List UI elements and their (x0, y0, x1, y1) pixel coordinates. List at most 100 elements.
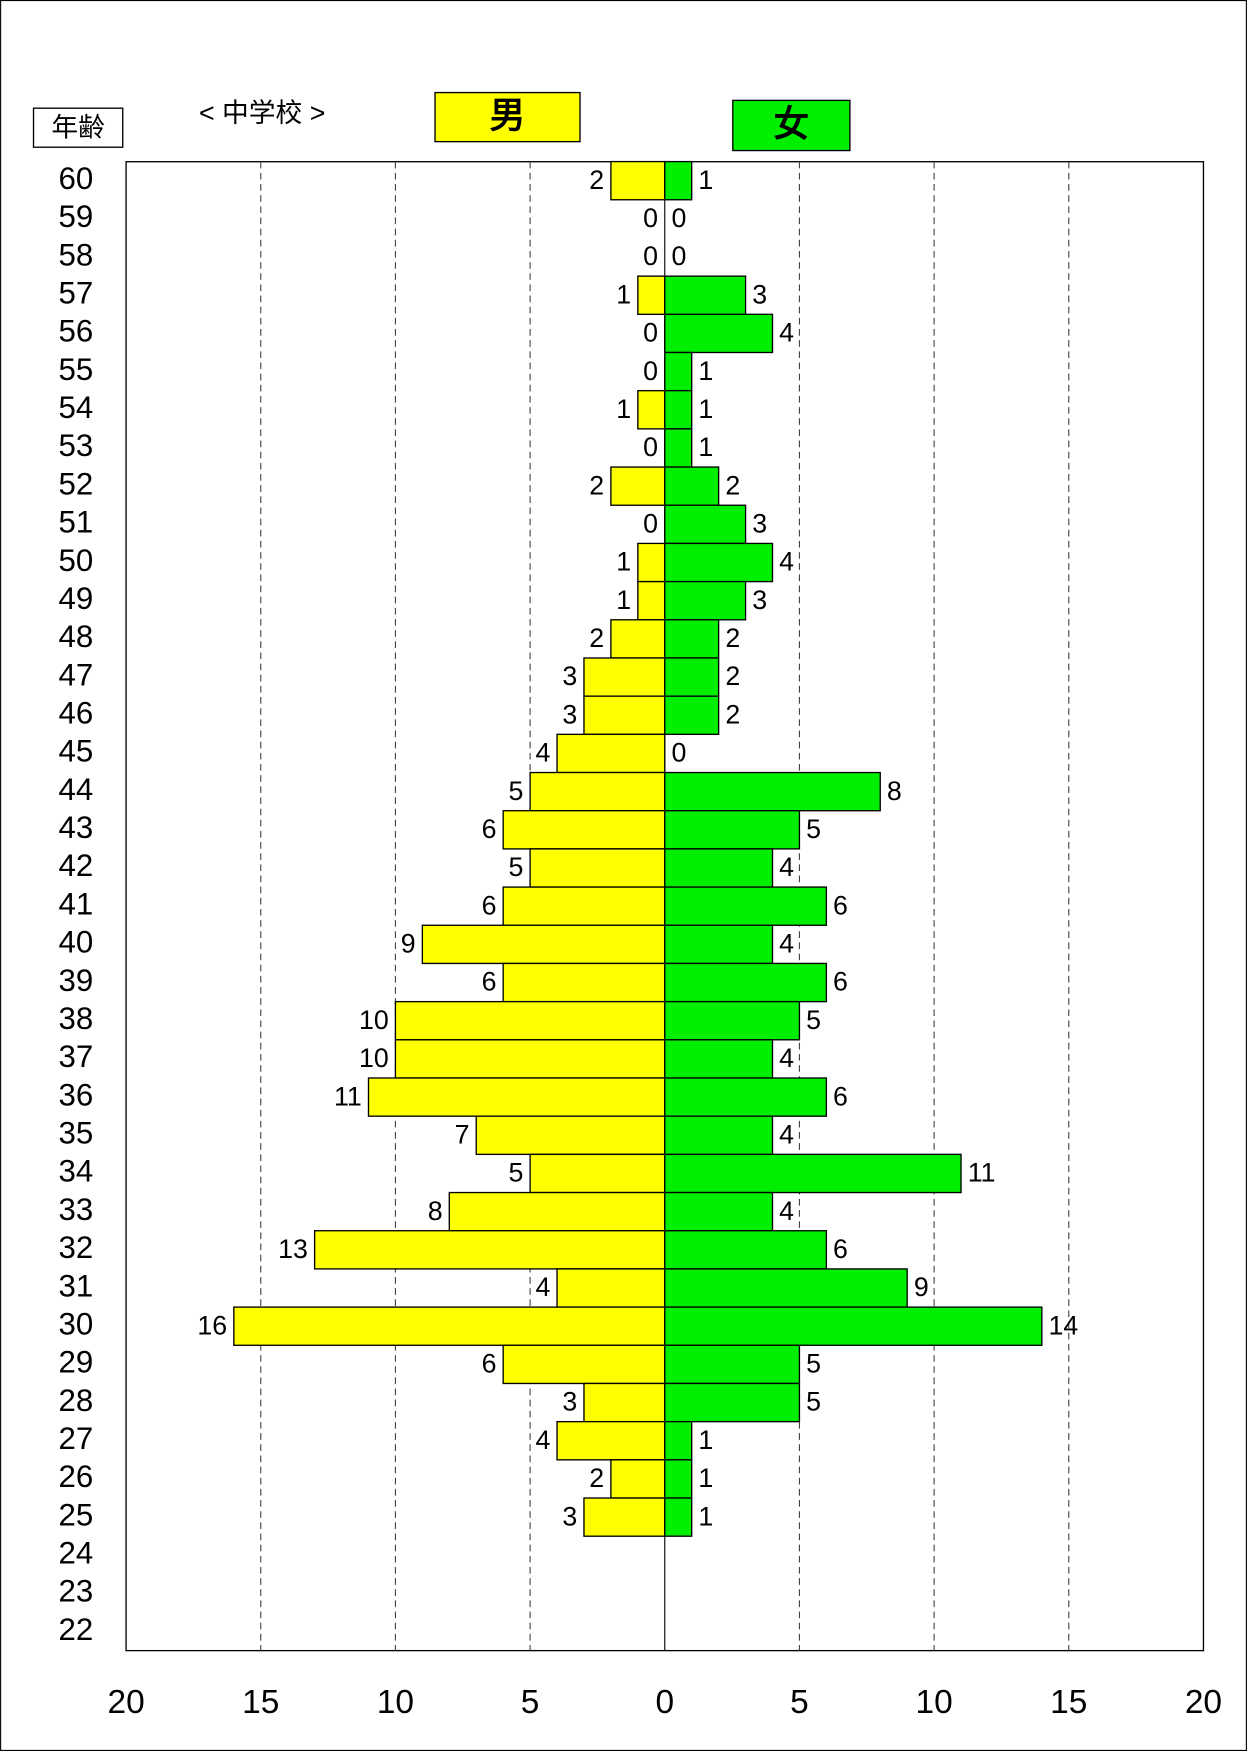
value-label: 3 (562, 699, 577, 729)
y-tick-label: 29 (59, 1345, 94, 1380)
bar (502, 810, 666, 850)
bar (610, 466, 666, 506)
bar (475, 1115, 666, 1156)
bar (664, 313, 774, 354)
bar (664, 771, 881, 812)
y-tick-label: 30 (59, 1306, 94, 1341)
bar (664, 1382, 801, 1423)
value-label: 6 (833, 1081, 848, 1111)
value-label: 6 (482, 967, 497, 997)
value-label: 3 (562, 1387, 577, 1417)
bar (367, 1077, 666, 1117)
value-label: 3 (562, 1501, 577, 1531)
x-tick-label: 10 (916, 1684, 953, 1721)
y-tick-label: 26 (59, 1459, 94, 1494)
y-tick-label: 37 (59, 1039, 94, 1074)
bar (664, 1420, 693, 1461)
bar (664, 1497, 693, 1537)
y-tick-label: 57 (59, 275, 94, 310)
value-label: 11 (968, 1158, 996, 1188)
value-label: 3 (562, 661, 577, 691)
value-label: 4 (779, 1119, 794, 1149)
value-label: 0 (643, 318, 658, 348)
x-tick-label: 15 (242, 1684, 279, 1721)
y-tick-label: 23 (59, 1574, 94, 1609)
bar (664, 351, 693, 392)
bar (448, 1191, 666, 1232)
x-tick-label: 15 (1050, 1684, 1087, 1721)
value-label: 1 (698, 1501, 713, 1531)
value-label: 4 (779, 929, 794, 959)
bar (529, 771, 666, 812)
value-label: 1 (698, 432, 713, 462)
value-label: 6 (482, 890, 497, 920)
value-label: 1 (698, 394, 713, 424)
value-label: 6 (482, 814, 497, 844)
value-label: 3 (752, 585, 767, 615)
bar (664, 466, 720, 506)
y-tick-label: 55 (59, 352, 94, 387)
y-tick-label: 33 (59, 1192, 94, 1227)
value-label: 0 (671, 241, 686, 271)
value-label: 4 (535, 1425, 550, 1455)
value-label: 10 (359, 1043, 389, 1073)
value-label: 3 (752, 509, 767, 539)
bar (664, 1344, 801, 1385)
value-label: 4 (779, 547, 794, 577)
value-label: 4 (779, 852, 794, 882)
legend-swatch (732, 99, 851, 152)
value-label: 4 (535, 738, 550, 768)
bar (637, 275, 666, 315)
value-label: 0 (643, 432, 658, 462)
y-tick-label: 54 (59, 390, 94, 425)
y-tick-label: 28 (59, 1383, 94, 1418)
bar (664, 695, 720, 736)
y-tick-label: 36 (59, 1077, 94, 1112)
bar (664, 504, 747, 545)
bar (664, 886, 828, 926)
bar (664, 1153, 962, 1194)
bar (664, 275, 747, 315)
value-label: 4 (779, 1196, 794, 1226)
value-label: 0 (671, 738, 686, 768)
bar (556, 1268, 666, 1308)
value-label: 13 (278, 1234, 308, 1264)
y-tick-label: 56 (59, 314, 94, 349)
value-label: 14 (1049, 1310, 1079, 1340)
bar (664, 1077, 828, 1117)
x-tick-label: 0 (655, 1684, 674, 1721)
value-label: 2 (589, 470, 604, 500)
y-tick-label: 47 (59, 657, 94, 692)
value-label: 0 (643, 203, 658, 233)
bar (610, 160, 666, 201)
value-label: 1 (698, 1463, 713, 1493)
y-tick-label: 58 (59, 237, 94, 272)
bar (637, 580, 666, 621)
y-tick-label: 34 (59, 1154, 94, 1189)
y-tick-label: 59 (59, 199, 94, 234)
value-label: 7 (455, 1119, 470, 1149)
y-axis-label: 年齢 (51, 112, 105, 142)
legend-swatch (434, 91, 581, 143)
value-label: 3 (752, 279, 767, 309)
y-tick-label: 60 (59, 161, 94, 196)
bar (583, 657, 666, 697)
value-label: 4 (779, 1043, 794, 1073)
bar (664, 1268, 908, 1308)
value-label: 2 (589, 623, 604, 653)
x-tick-label: 20 (1185, 1684, 1222, 1721)
value-label: 5 (806, 814, 821, 844)
value-label: 10 (359, 1005, 389, 1035)
value-label: 1 (698, 165, 713, 195)
value-label: 4 (779, 318, 794, 348)
value-label: 5 (509, 852, 524, 882)
value-label: 8 (428, 1196, 443, 1226)
bar (664, 580, 747, 621)
value-label: 2 (725, 623, 740, 653)
bar (313, 1230, 666, 1270)
bar (664, 810, 801, 850)
bar (664, 619, 720, 659)
value-label: 1 (616, 394, 631, 424)
y-tick-label: 52 (59, 466, 94, 501)
